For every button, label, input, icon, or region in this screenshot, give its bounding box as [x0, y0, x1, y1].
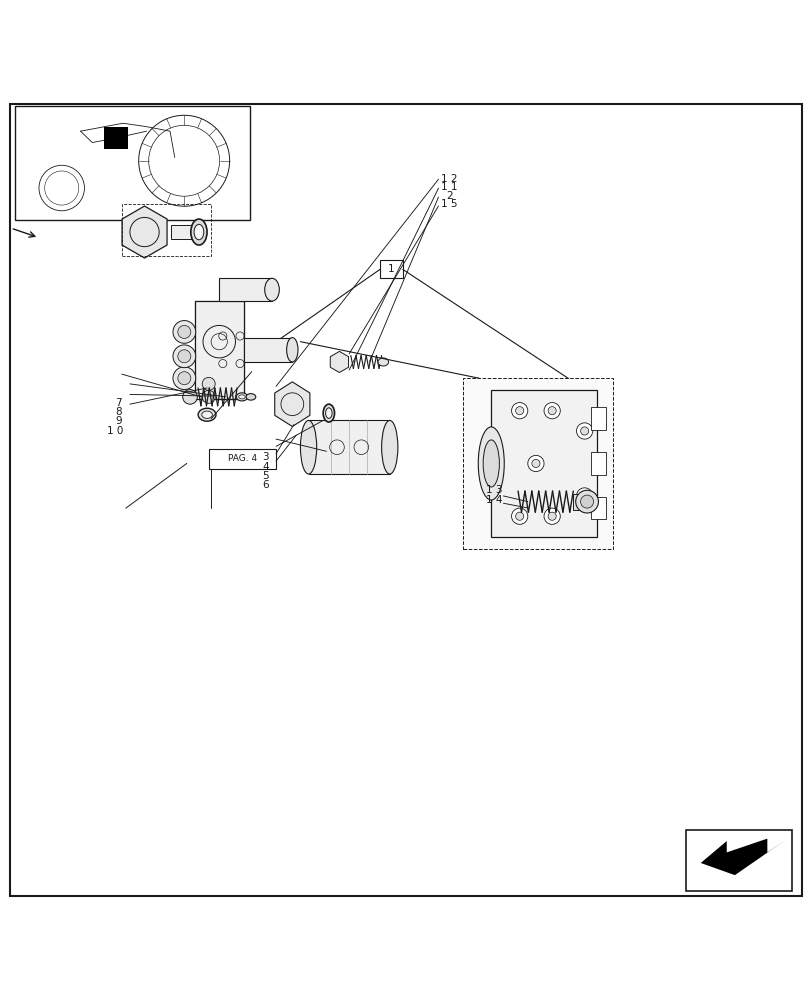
Circle shape — [173, 321, 195, 343]
Text: 1: 1 — [388, 264, 394, 274]
Text: 5: 5 — [262, 471, 268, 481]
Circle shape — [511, 508, 527, 524]
Circle shape — [547, 407, 556, 415]
Bar — [195, 301, 243, 398]
Circle shape — [527, 455, 543, 472]
Polygon shape — [195, 301, 243, 398]
Circle shape — [547, 512, 556, 520]
Text: 1 0: 1 0 — [107, 426, 123, 436]
Bar — [590, 452, 605, 475]
Ellipse shape — [198, 408, 216, 421]
Text: PAG. 4: PAG. 4 — [228, 454, 257, 463]
Bar — [685, 830, 791, 891]
Bar — [209, 449, 276, 469]
Circle shape — [580, 492, 588, 500]
Ellipse shape — [264, 278, 279, 301]
Text: 3: 3 — [262, 452, 268, 462]
Circle shape — [511, 403, 527, 419]
Circle shape — [531, 459, 539, 468]
Bar — [170, 225, 191, 239]
Ellipse shape — [194, 224, 204, 240]
Circle shape — [202, 377, 215, 390]
Circle shape — [543, 508, 560, 524]
Circle shape — [575, 490, 598, 513]
Bar — [573, 494, 579, 510]
Circle shape — [515, 407, 523, 415]
Circle shape — [173, 367, 195, 390]
Ellipse shape — [201, 411, 212, 418]
Ellipse shape — [381, 420, 397, 474]
Polygon shape — [700, 839, 787, 875]
Circle shape — [515, 512, 523, 520]
Bar — [15, 106, 250, 220]
Ellipse shape — [236, 393, 247, 401]
Circle shape — [178, 372, 191, 385]
Bar — [308, 420, 389, 474]
Bar — [491, 390, 596, 537]
Polygon shape — [122, 206, 167, 258]
Ellipse shape — [246, 394, 255, 400]
Circle shape — [173, 345, 195, 368]
Text: 8: 8 — [115, 407, 122, 417]
Text: 4: 4 — [262, 462, 268, 472]
Ellipse shape — [238, 395, 245, 399]
Text: 1 1: 1 1 — [440, 182, 457, 192]
Circle shape — [182, 390, 197, 404]
Text: 1 4: 1 4 — [485, 495, 501, 505]
Text: 6: 6 — [262, 480, 268, 490]
Text: 1 2: 1 2 — [440, 174, 457, 184]
Circle shape — [576, 423, 592, 439]
Text: 1 5: 1 5 — [440, 199, 457, 209]
Ellipse shape — [300, 420, 316, 474]
Bar — [590, 497, 605, 519]
Ellipse shape — [325, 408, 332, 418]
Ellipse shape — [323, 404, 334, 422]
Circle shape — [202, 390, 215, 403]
Bar — [590, 407, 605, 430]
Ellipse shape — [191, 219, 207, 245]
Text: 2: 2 — [446, 191, 453, 201]
Text: 1 3: 1 3 — [485, 485, 501, 495]
Text: 9: 9 — [115, 416, 122, 426]
Polygon shape — [274, 382, 310, 427]
Bar — [219, 278, 272, 301]
Circle shape — [178, 325, 191, 338]
Text: 7: 7 — [115, 398, 122, 408]
Circle shape — [580, 495, 593, 508]
Ellipse shape — [483, 440, 499, 487]
Circle shape — [543, 403, 560, 419]
Bar — [462, 378, 612, 549]
Circle shape — [178, 350, 191, 363]
Circle shape — [576, 488, 592, 504]
Ellipse shape — [478, 427, 504, 500]
Circle shape — [580, 427, 588, 435]
Ellipse shape — [377, 358, 388, 366]
Ellipse shape — [286, 338, 298, 362]
Bar — [380, 260, 402, 278]
Bar — [243, 338, 292, 362]
Bar — [104, 127, 127, 149]
Bar — [122, 204, 211, 256]
Polygon shape — [330, 351, 348, 373]
